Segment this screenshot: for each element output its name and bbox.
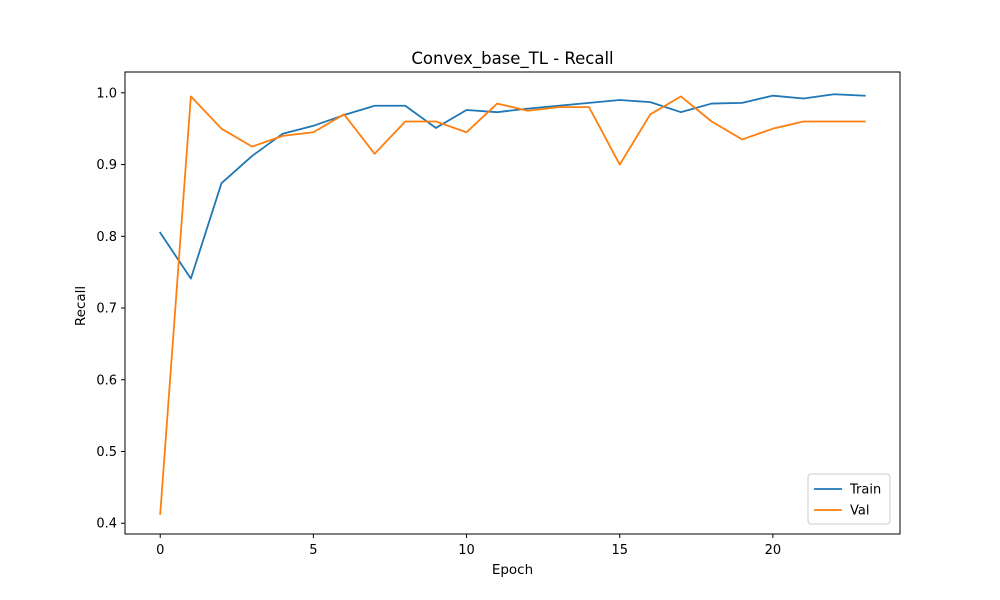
x-tick-label: 5 <box>309 543 317 558</box>
legend: Train Val <box>807 473 891 525</box>
y-tick-label: 0.7 <box>96 302 117 317</box>
x-tick-label: 20 <box>765 543 782 558</box>
legend-label-val: Val <box>850 504 869 519</box>
y-tick-label: 0.4 <box>96 517 117 532</box>
chart-title: Convex_base_TL - Recall <box>411 49 613 69</box>
y-tick-label: 0.6 <box>96 373 117 388</box>
legend-label-train: Train <box>849 483 881 498</box>
y-axis-title: Recall <box>73 286 89 326</box>
x-tick-label: 10 <box>458 543 475 558</box>
y-tick-label: 0.9 <box>96 158 117 173</box>
plot-area: 0 5 10 15 20 0.4 0.5 0.6 0.7 0.8 0.9 1.0 <box>96 71 901 558</box>
series-line-val <box>159 95 866 515</box>
x-tick-label: 0 <box>156 543 164 558</box>
y-tick-label: 0.5 <box>96 445 117 460</box>
axes-frame <box>124 71 901 535</box>
y-tick-label: 0.8 <box>96 230 117 245</box>
x-tick-label: 15 <box>611 543 628 558</box>
x-axis-title: Epoch <box>492 562 533 578</box>
legend-box <box>807 473 891 525</box>
y-tick-label: 1.0 <box>96 86 117 101</box>
